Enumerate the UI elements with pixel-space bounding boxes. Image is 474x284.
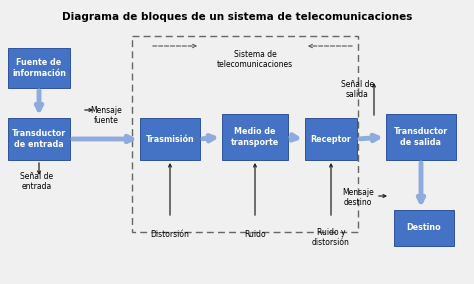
Text: Fuente de
información: Fuente de información (12, 58, 66, 78)
Text: Mensaje
fuente: Mensaje fuente (90, 106, 122, 126)
FancyBboxPatch shape (8, 48, 70, 88)
Text: Mensaje
destino: Mensaje destino (342, 188, 374, 207)
Text: Distorsión: Distorsión (151, 230, 190, 239)
Text: Sistema de
telecomunicaciones: Sistema de telecomunicaciones (217, 50, 293, 69)
FancyBboxPatch shape (305, 118, 357, 160)
FancyBboxPatch shape (394, 210, 454, 246)
Text: Diagrama de bloques de un sistema de telecomunicaciones: Diagrama de bloques de un sistema de tel… (62, 12, 412, 22)
Text: Señal de
entrada: Señal de entrada (20, 172, 53, 191)
Text: Ruido: Ruido (244, 230, 266, 239)
FancyBboxPatch shape (222, 114, 288, 160)
Text: Receptor: Receptor (310, 135, 351, 143)
FancyBboxPatch shape (8, 118, 70, 160)
Text: Destino: Destino (407, 224, 441, 233)
FancyBboxPatch shape (140, 118, 200, 160)
Text: Transductor
de entrada: Transductor de entrada (12, 129, 66, 149)
Text: Transductor
de salida: Transductor de salida (394, 127, 448, 147)
FancyBboxPatch shape (386, 114, 456, 160)
Text: Ruido y
distorsión: Ruido y distorsión (312, 228, 350, 247)
Text: Trasmisión: Trasmisión (146, 135, 194, 143)
Bar (132, 36, 358, 232)
Text: Señal de
salida: Señal de salida (341, 80, 374, 99)
Text: Medio de
transporte: Medio de transporte (231, 127, 279, 147)
